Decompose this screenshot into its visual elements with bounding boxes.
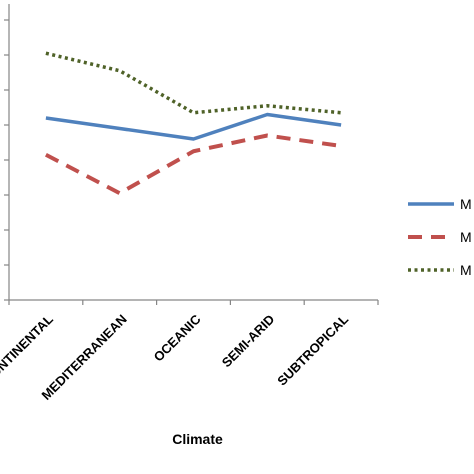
series-layer — [44, 51, 342, 196]
legend: M M M — [408, 196, 472, 278]
series-line-3 — [45, 51, 342, 115]
x-tick-label: SUBTROPICAL — [274, 311, 351, 388]
x-tick-label: CONTINENTAL — [0, 311, 56, 387]
series-line-1 — [45, 112, 342, 141]
legend-label: M — [460, 229, 472, 245]
series-line-2 — [44, 133, 342, 196]
legend-label: M — [460, 196, 472, 212]
y-axis — [4, 4, 10, 301]
x-axis-title: Climate — [172, 431, 223, 447]
x-tick-label: OCEANIC — [151, 311, 204, 364]
x-tick-label: SEMI-ARID — [219, 312, 278, 371]
legend-label: M — [460, 262, 472, 278]
